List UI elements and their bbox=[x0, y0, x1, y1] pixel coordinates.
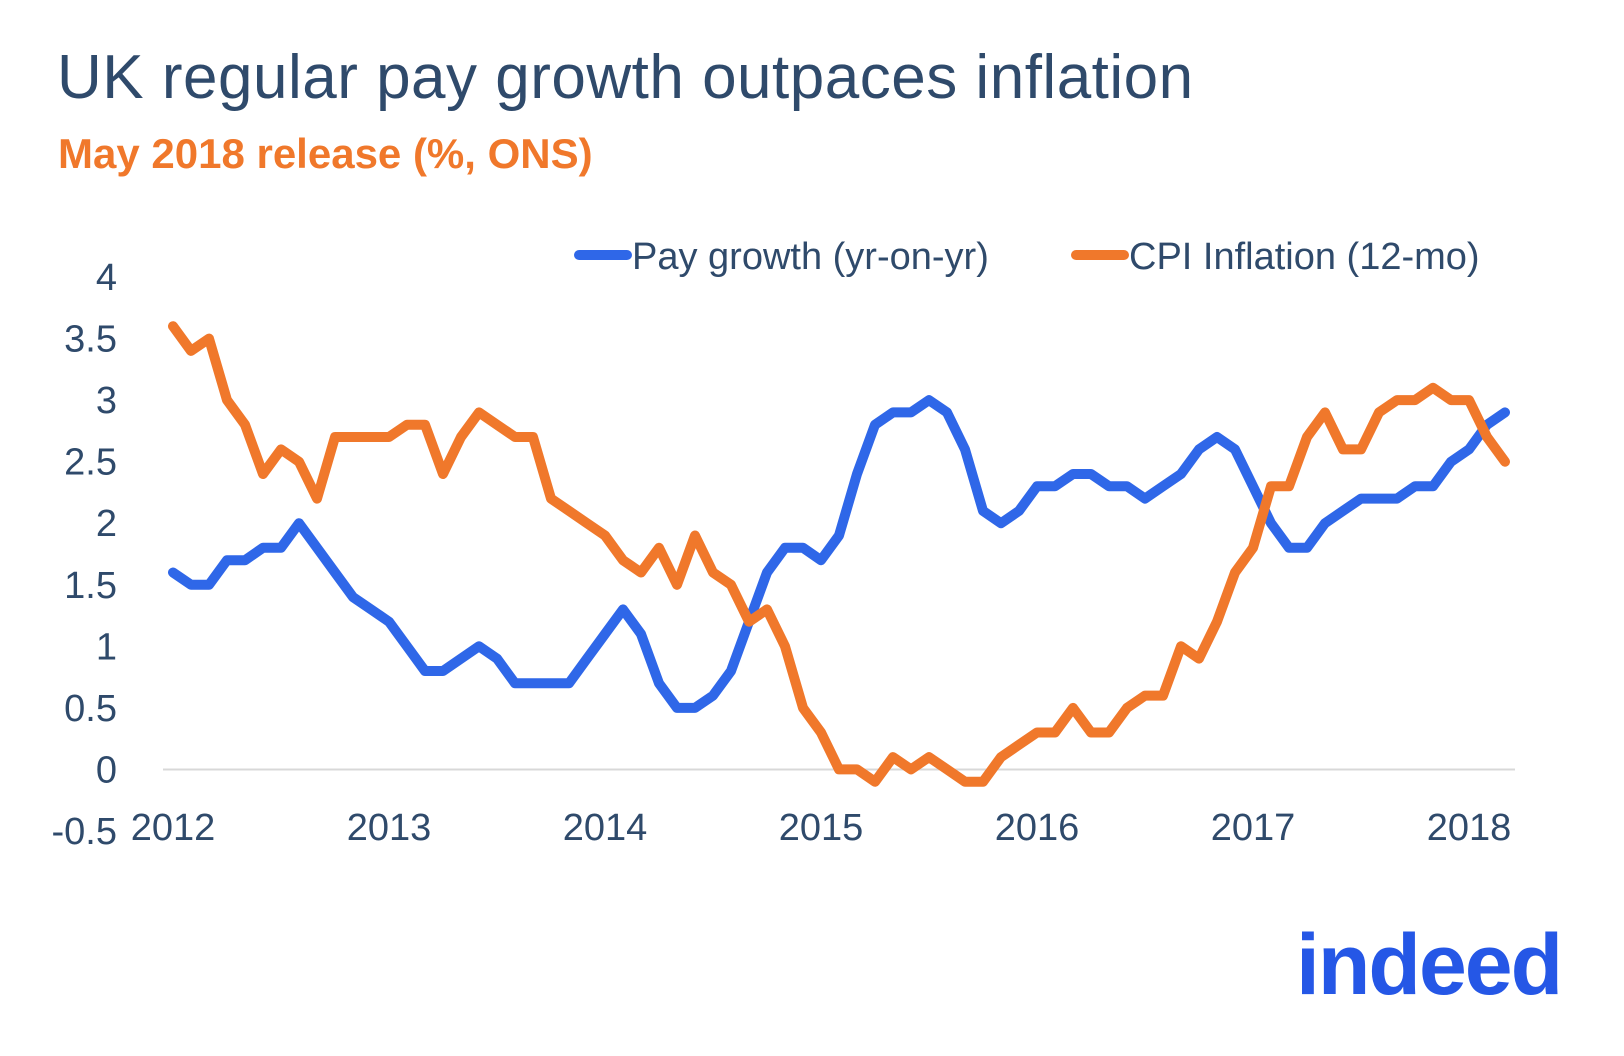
x-tick-label: 2015 bbox=[779, 807, 864, 849]
indeed-logo: indeed bbox=[1296, 917, 1563, 1013]
x-axis-ticks: 2012 2013 2014 2015 2016 2017 2018 bbox=[131, 807, 1512, 849]
legend-label: CPI Inflation (12-mo) bbox=[1129, 236, 1480, 278]
y-tick-label: 2.5 bbox=[64, 442, 117, 484]
x-tick-label: 2017 bbox=[1211, 807, 1296, 849]
y-axis-ticks: 4 3.5 3 2.5 2 1.5 1 0.5 0 -0.5 bbox=[52, 257, 117, 853]
y-tick-label: 2 bbox=[96, 503, 117, 545]
y-tick-label: 0.5 bbox=[64, 688, 117, 730]
chart-subtitle: May 2018 release (%, ONS) bbox=[58, 130, 593, 177]
chart-title: UK regular pay growth outpaces inflation bbox=[57, 43, 1194, 112]
y-tick-label: -0.5 bbox=[52, 811, 117, 853]
y-tick-label: 0 bbox=[96, 749, 117, 791]
y-tick-label: 4 bbox=[96, 257, 117, 299]
legend: Pay growth (yr-on-yr) CPI Inflation (12-m… bbox=[574, 236, 1480, 278]
legend-label: Pay growth (yr-on-yr) bbox=[632, 236, 989, 278]
pay-growth-line bbox=[168, 395, 1510, 713]
x-tick-label: 2013 bbox=[347, 807, 432, 849]
cpi-inflation-line bbox=[168, 321, 1510, 787]
series-lines bbox=[168, 321, 1510, 787]
x-tick-label: 2018 bbox=[1427, 807, 1512, 849]
y-tick-label: 3 bbox=[96, 380, 117, 422]
y-tick-label: 3.5 bbox=[64, 319, 117, 361]
y-tick-label: 1.5 bbox=[64, 565, 117, 607]
x-tick-label: 2012 bbox=[131, 807, 216, 849]
x-tick-label: 2016 bbox=[995, 807, 1080, 849]
x-tick-label: 2014 bbox=[563, 807, 648, 849]
y-tick-label: 1 bbox=[96, 626, 117, 668]
